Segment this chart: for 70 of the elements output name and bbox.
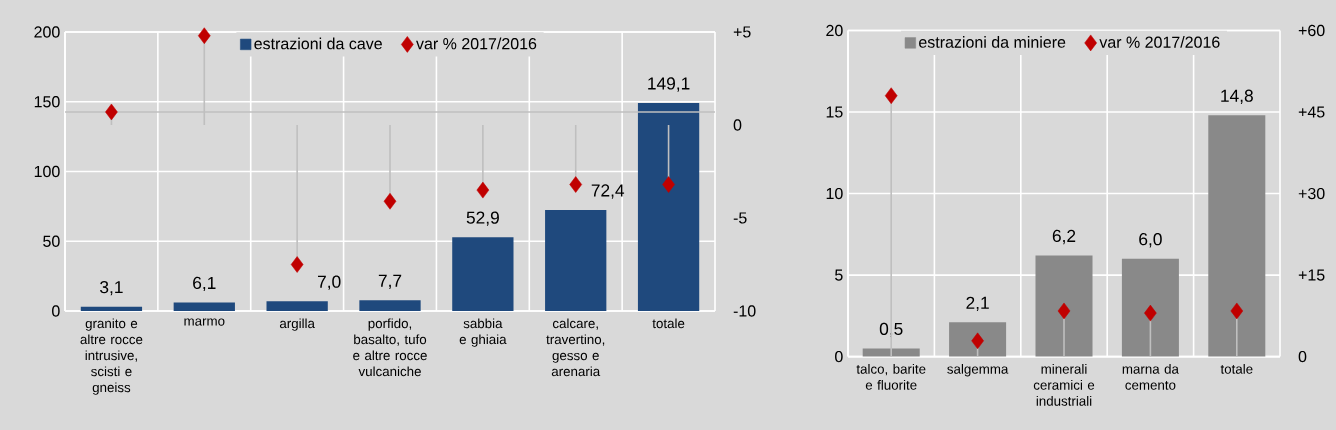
data-label: 149,1 (648, 77, 690, 92)
y2-tick-label: +15 (1298, 269, 1325, 281)
x-tick-label: porfido, basalto, tufo e altre rocce vulcaniche (353, 318, 427, 377)
data-label: 52,9 (466, 211, 499, 226)
x-tick-label: totale (652, 318, 685, 329)
y-tick-label: 200 (34, 26, 60, 38)
x-tick-label: granito e altre rocce intrusive, scisti e gneiss (80, 318, 143, 395)
bar (637, 103, 700, 311)
data-label: 6,2 (1052, 229, 1076, 245)
data-label: 6,0 (1139, 233, 1162, 248)
data-label: 7,7 (378, 274, 402, 289)
y-tick-label: 150 (34, 96, 60, 108)
legend-label: var % 2017/2016 (1099, 36, 1220, 48)
y2-tick-label: +30 (1298, 187, 1325, 200)
legend-label: estrazioni da cave (254, 37, 382, 50)
point (290, 256, 304, 273)
y2-tick-label: -5 (733, 212, 747, 224)
y2-tick-label: +60 (1298, 24, 1325, 37)
point (1057, 302, 1071, 320)
data-label: 6,1 (193, 276, 216, 292)
point (383, 192, 397, 210)
y-tick-label: 0 (52, 305, 60, 317)
bar (545, 210, 607, 311)
point (1144, 304, 1157, 322)
point (476, 181, 490, 199)
y2-tick-label: +5 (733, 26, 751, 38)
y-tick-label: 5 (835, 269, 843, 281)
x-tick-label: marmo (184, 318, 225, 326)
x-tick-label: calcare, travertino, gesso e arenaria (546, 318, 605, 377)
bar (359, 300, 421, 311)
point (662, 176, 675, 193)
legend-label: var % 2017/2016 (416, 37, 537, 50)
bar (1208, 115, 1266, 357)
x-tick-label: salgemma (947, 363, 1009, 377)
y-tick-label: 15 (826, 106, 843, 118)
data-label: 0,5 (879, 322, 903, 338)
y-tick-label: 0 (835, 350, 843, 363)
point (884, 87, 898, 104)
x-tick-label: talco, barite e fluorite (856, 363, 926, 390)
data-label: 3,1 (100, 280, 123, 296)
point (569, 176, 582, 193)
y2-tick-label: -10 (733, 305, 756, 317)
bar (949, 322, 1007, 357)
x-tick-label: sabbia e ghiaia (459, 318, 507, 347)
bar (173, 302, 235, 311)
x-tick-label: argilla (279, 318, 315, 331)
bar (452, 237, 514, 311)
y-tick-label: 20 (826, 24, 843, 37)
data-label: 7,0 (318, 275, 341, 290)
point (1230, 302, 1244, 320)
point (105, 103, 118, 121)
bar (862, 348, 920, 357)
y2-tick-label: 0 (733, 119, 742, 131)
bar (1035, 255, 1093, 357)
data-label: 14,8 (1221, 89, 1253, 104)
y2-tick-label: +45 (1298, 106, 1325, 118)
bar (266, 301, 328, 311)
x-tick-label: minerali ceramici e industriali (1033, 363, 1095, 406)
legend-label: estrazioni da miniere (919, 36, 1066, 48)
y-tick-label: 10 (826, 187, 843, 200)
x-tick-label: marna da cemento (1122, 363, 1179, 390)
bar (1121, 258, 1179, 357)
data-label: 2,1 (966, 296, 989, 311)
y-tick-label: 50 (43, 235, 60, 247)
y2-tick-label: 0 (1298, 350, 1307, 363)
x-tick-label: totale (1220, 363, 1253, 374)
bar (80, 306, 143, 311)
data-label: 72,4 (591, 184, 625, 199)
y-tick-label: 100 (34, 165, 60, 178)
point (198, 27, 211, 44)
